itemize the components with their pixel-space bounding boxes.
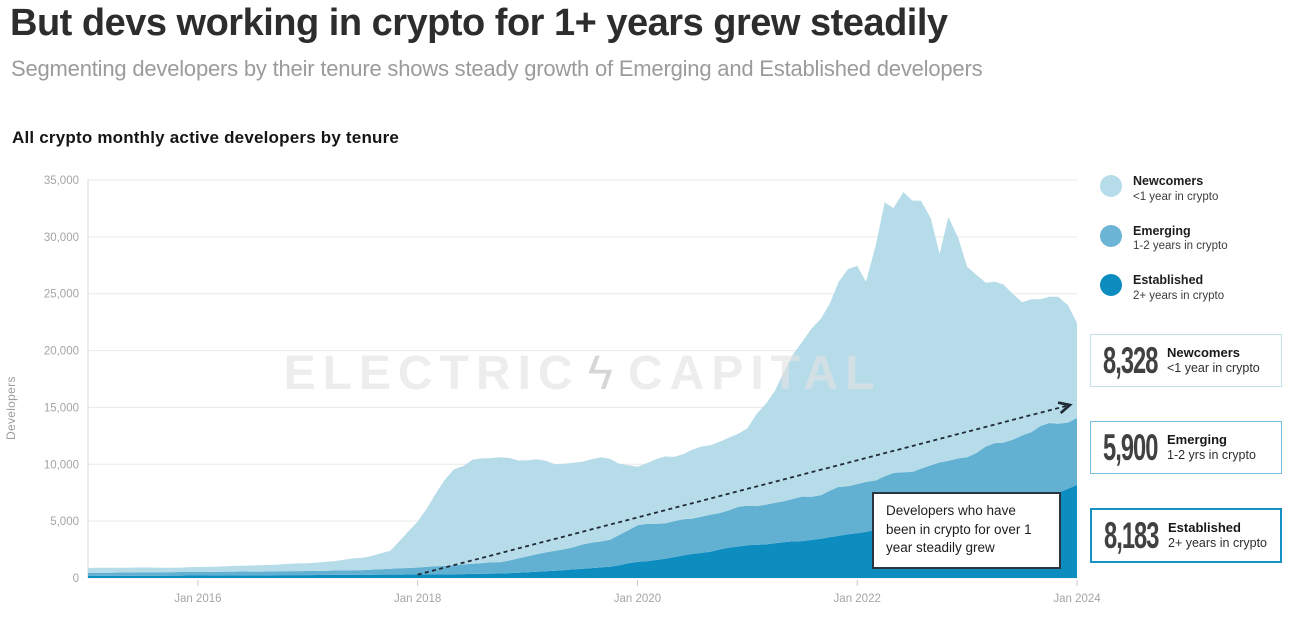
legend-item-emerging: Emerging 1-2 years in crypto: [1100, 224, 1228, 255]
svg-text:25,000: 25,000: [44, 289, 79, 301]
page-subtitle: Segmenting developers by their tenure sh…: [11, 56, 983, 81]
stat-name: Newcomers: [1167, 344, 1240, 360]
stat-value: 5,900: [1103, 426, 1158, 468]
established-swatch-icon: [1100, 274, 1122, 297]
annotation-box: Developers who have been in crypto for o…: [872, 492, 1061, 569]
legend-desc: 1-2 years in crypto: [1133, 240, 1228, 253]
svg-text:5,000: 5,000: [50, 516, 79, 528]
stat-card-established: 8,183 Established 2+ years in crypto: [1090, 508, 1282, 563]
svg-text:Jan 2018: Jan 2018: [394, 593, 441, 605]
svg-text:15,000: 15,000: [44, 402, 79, 414]
svg-text:Jan 2020: Jan 2020: [614, 593, 661, 605]
stat-card-newcomers: 8,328 Newcomers <1 year in crypto: [1090, 334, 1282, 387]
svg-text:0: 0: [73, 573, 79, 585]
legend-name: Emerging: [1133, 223, 1191, 238]
stat-value: 8,328: [1103, 339, 1158, 381]
stat-name: Emerging: [1167, 431, 1227, 447]
stat-desc: <1 year in crypto: [1167, 360, 1260, 375]
chart-section-title: All crypto monthly active developers by …: [12, 128, 400, 147]
legend-name: Established: [1133, 273, 1204, 288]
svg-text:10,000: 10,000: [44, 459, 79, 471]
svg-text:20,000: 20,000: [44, 346, 79, 358]
legend-name: Newcomers: [1133, 174, 1204, 188]
stat-value: 8,183: [1104, 514, 1159, 556]
newcomers-swatch-icon: [1100, 175, 1122, 197]
legend-item-established: Established 2+ years in crypto: [1100, 273, 1228, 304]
legend-desc: 2+ years in crypto: [1133, 289, 1225, 302]
stat-card-emerging: 5,900 Emerging 1-2 yrs in crypto: [1090, 421, 1282, 474]
svg-text:Jan 2024: Jan 2024: [1053, 593, 1101, 605]
legend-item-newcomers: Newcomers <1 year in crypto: [1100, 174, 1228, 205]
legend-desc: <1 year in crypto: [1133, 190, 1219, 203]
svg-text:Jan 2022: Jan 2022: [834, 593, 881, 605]
stat-desc: 1-2 yrs in crypto: [1167, 447, 1256, 462]
page-title: But devs working in crypto for 1+ years …: [10, 2, 948, 44]
watermark-right: CAPITAL: [627, 347, 882, 400]
stat-desc: 2+ years in crypto: [1168, 535, 1268, 550]
svg-text:30,000: 30,000: [44, 232, 79, 244]
svg-text:35,000: 35,000: [44, 175, 79, 187]
stat-name: Established: [1168, 519, 1241, 535]
lightning-bolt-icon: ϟ: [587, 347, 620, 400]
emerging-swatch-icon: [1100, 224, 1122, 247]
svg-text:Jan 2016: Jan 2016: [174, 593, 221, 605]
annotation-text: Developers who have been in crypto for o…: [886, 503, 1032, 556]
stat-cards: 8,328 Newcomers <1 year in crypto 5,900 …: [1090, 334, 1282, 597]
electric-capital-watermark: ELECTRIC ϟ CAPITAL: [88, 346, 1077, 401]
watermark-left: ELECTRIC: [283, 347, 580, 400]
legend: Newcomers <1 year in crypto Emerging 1-2…: [1100, 174, 1228, 323]
